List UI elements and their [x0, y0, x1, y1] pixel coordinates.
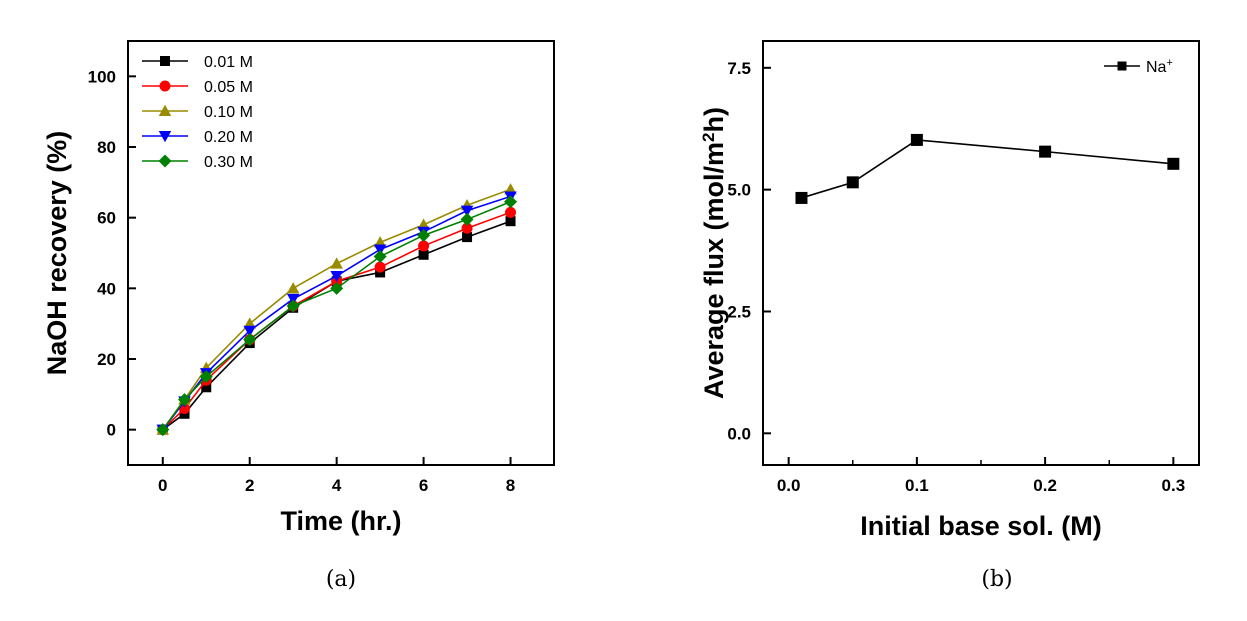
chart-panel-b: 0.0 0.1 0.2 0.3 0.0 2.5 5.0 7.5 Na+ Initial bas… — [699, 40, 1200, 592]
legend-label-a: 0.05 M — [204, 79, 253, 96]
data-point-a-4 — [460, 212, 474, 226]
legend-marker-a — [158, 131, 172, 143]
x-tick-label-b: 0.1 — [905, 476, 929, 495]
plot-frame-b — [762, 40, 1200, 466]
data-point-a-4 — [330, 281, 344, 295]
y-tick-label-a: 20 — [97, 350, 116, 369]
x-tick-label-b: 0.3 — [1162, 476, 1186, 495]
y-axis-label-b: Average flux (mol/m2h) — [699, 107, 730, 399]
y-axis-label-b-tail: h) — [699, 107, 729, 132]
y-axis-label-b-main: Average flux (mol/m — [699, 142, 729, 399]
x-tick-label-a: 0 — [158, 476, 167, 495]
panel-label-b: (b) — [981, 567, 1012, 592]
legend-marker-a — [159, 80, 171, 92]
y-axis-label-b-superscript: 2 — [699, 132, 718, 141]
x-tick-label-a: 4 — [332, 476, 342, 495]
legend-label-a: 0.01 M — [204, 54, 253, 71]
legend-marker-b — [1117, 61, 1127, 71]
x-tick-label-b: 0.2 — [1033, 476, 1057, 495]
y-tick-label-a: 80 — [97, 138, 116, 157]
series-line-a-0 — [162, 220, 511, 431]
data-point-b-0 — [1039, 145, 1052, 158]
x-tick-label-b: 0.0 — [777, 476, 801, 495]
x-tick-label-a: 8 — [506, 476, 515, 495]
y-tick-label-a: 100 — [88, 67, 116, 86]
data-point-a-1 — [461, 222, 473, 234]
legend-a: 0.01 M 0.05 M 0.10 M 0.20 M 0.30 M — [142, 54, 253, 171]
data-point-b-0 — [1167, 157, 1180, 170]
data-point-a-1 — [418, 240, 430, 252]
data-point-a-1 — [505, 206, 517, 218]
y-tick-label-b: 2.5 — [727, 302, 751, 321]
legend-marker-a — [160, 56, 170, 66]
data-point-a-4 — [504, 195, 518, 209]
y-tick-label-a: 0 — [107, 421, 116, 440]
data-point-a-3 — [460, 205, 474, 217]
data-point-b-0 — [795, 191, 808, 204]
data-point-a-4 — [199, 370, 213, 384]
series-line-b-0 — [801, 139, 1174, 199]
data-point-b-0 — [910, 133, 923, 146]
y-tick-label-a: 40 — [97, 279, 116, 298]
legend-b: Na+ — [1104, 57, 1173, 76]
legend-marker-a — [158, 154, 172, 168]
series-line-a-4 — [162, 201, 511, 431]
data-point-a-3 — [243, 325, 256, 337]
x-axis-label-a: Time (hr.) — [280, 506, 401, 536]
plot-frame-a — [127, 40, 555, 466]
data-point-a-4 — [286, 299, 300, 313]
panel-label-a: (a) — [326, 567, 356, 592]
data-point-a-1 — [374, 261, 386, 273]
series-line-a-1 — [162, 211, 511, 431]
data-point-a-0 — [418, 249, 429, 260]
y-tick-label-b: 5.0 — [727, 181, 751, 200]
legend-label-b: Na+ — [1146, 57, 1173, 76]
legend-label-a: 0.30 M — [204, 154, 253, 171]
data-point-a-4 — [243, 333, 257, 347]
data-point-a-4 — [178, 393, 192, 407]
y-tick-label-a: 60 — [97, 209, 116, 228]
legend-label-b-superscript: + — [1166, 57, 1172, 69]
data-point-a-0 — [462, 232, 473, 243]
series-line-a-2 — [162, 188, 511, 431]
data-point-a-3 — [330, 270, 343, 283]
x-tick-label-a: 2 — [245, 476, 254, 495]
series-group-b — [795, 133, 1180, 204]
data-point-a-2 — [330, 257, 343, 269]
data-point-a-0 — [201, 382, 212, 393]
legend-marker-a — [158, 104, 172, 116]
y-axis-label-a: NaOH recovery (%) — [42, 131, 72, 376]
legend-label-a: 0.20 M — [204, 129, 253, 146]
series-group-a — [156, 183, 518, 437]
data-point-a-0 — [505, 216, 516, 227]
legend-label-b-main: Na — [1146, 59, 1167, 76]
data-point-a-4 — [373, 250, 387, 264]
data-point-a-4 — [156, 423, 170, 437]
data-point-a-2 — [286, 282, 300, 294]
axis-ticks-b: 0.0 0.1 0.2 0.3 0.0 2.5 5.0 7.5 — [727, 59, 1185, 495]
x-tick-label-a: 6 — [419, 476, 428, 495]
data-point-a-4 — [417, 228, 431, 242]
legend-label-a: 0.10 M — [204, 104, 253, 121]
x-axis-label-b: Initial base sol. (M) — [860, 511, 1102, 541]
data-point-b-0 — [846, 176, 859, 189]
y-tick-label-b: 0.0 — [727, 424, 751, 443]
y-tick-label-b: 7.5 — [727, 59, 751, 78]
